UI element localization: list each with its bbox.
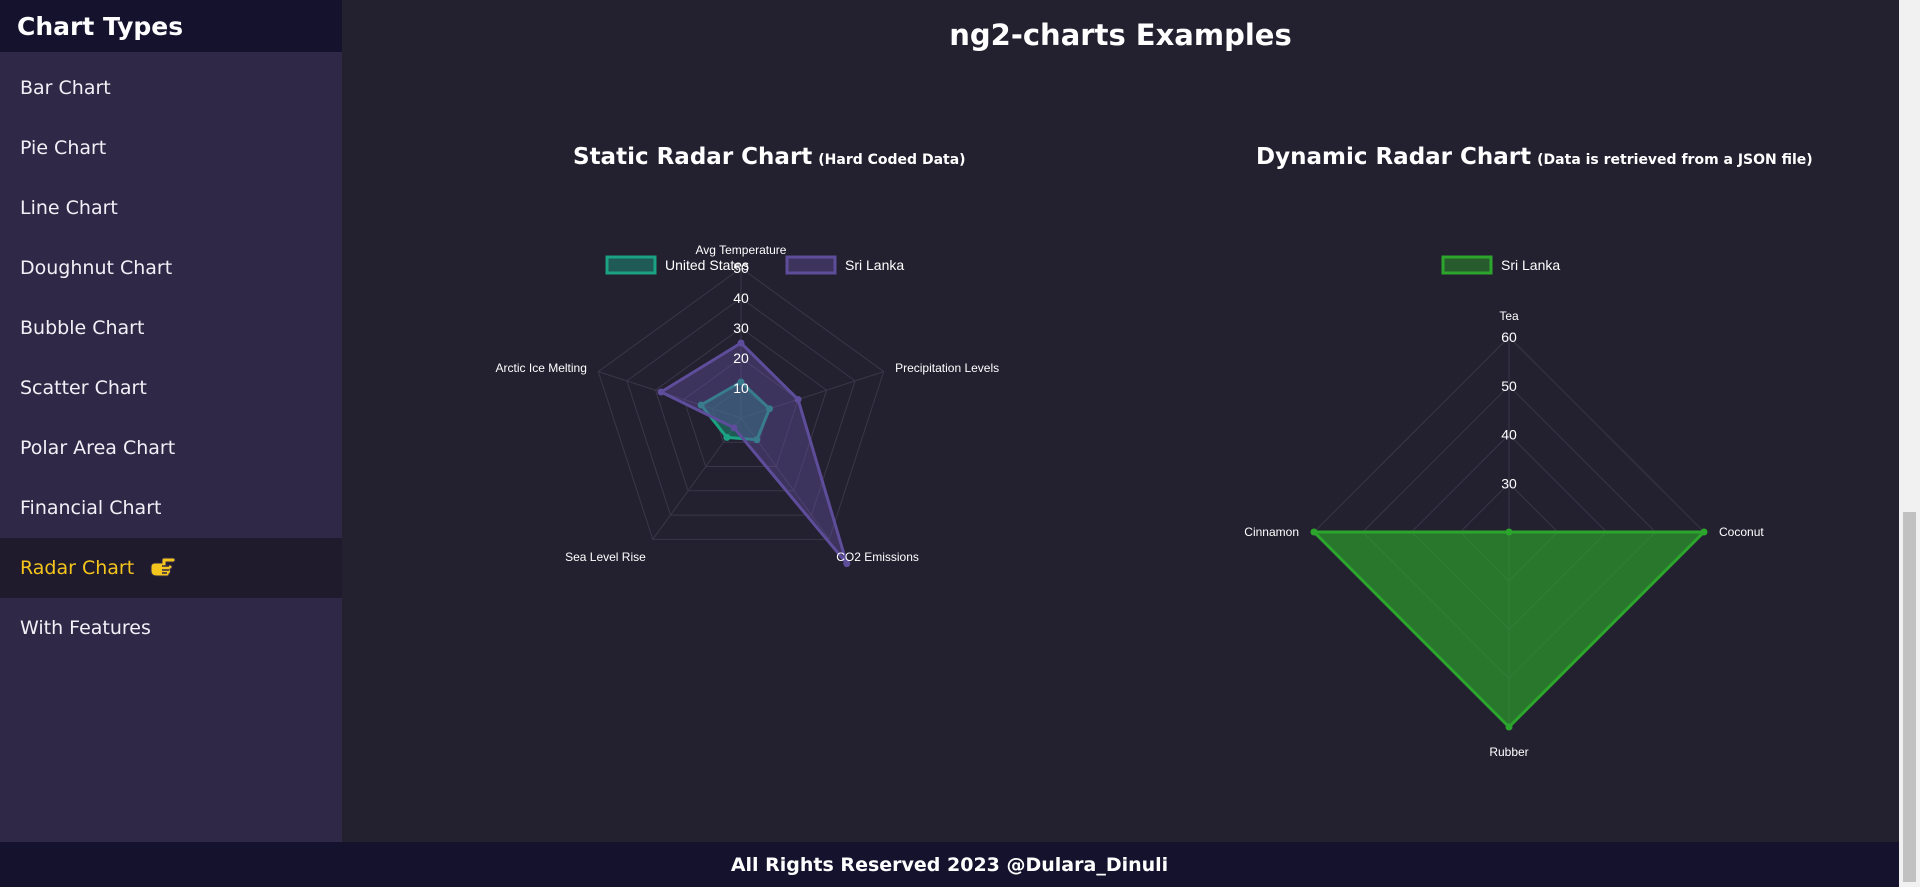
data-point [723, 433, 731, 441]
axis-point-label: Arctic Ice Melting [496, 361, 587, 375]
sidebar-item-label: Bubble Chart [20, 317, 145, 339]
static-chart-title: Static Radar Chart [573, 144, 813, 170]
sidebar-nav: Bar Chart Pie Chart Line Chart Doughnut Cha… [0, 58, 342, 658]
legend-swatch [605, 255, 657, 275]
sidebar-item-label: Financial Chart [20, 497, 162, 519]
legend-item[interactable]: United States [605, 255, 749, 275]
radial-tick-label: 30 [1501, 475, 1517, 491]
sidebar-item-bubble-chart[interactable]: Bubble Chart [0, 298, 342, 358]
sidebar-item-radar-chart[interactable]: Radar Chart [0, 538, 342, 598]
sidebar-item-label: Line Chart [20, 197, 118, 219]
radar-grid-ring [626, 297, 856, 516]
radial-tick-label: 20 [733, 350, 749, 366]
dynamic-chart-title: Dynamic Radar Chart [1256, 144, 1532, 170]
legend-item[interactable]: Sri Lanka [1441, 255, 1560, 275]
axis-point-label: Precipitation Levels [895, 361, 999, 375]
sidebar-item-polar-area-chart[interactable]: Polar Area Chart [0, 418, 342, 478]
static-chart-subtitle: (Hard Coded Data) [818, 152, 966, 168]
radial-tick-label: 30 [733, 320, 749, 336]
sidebar-item-label: Doughnut Chart [20, 257, 173, 279]
sidebar-item-pie-chart[interactable]: Pie Chart [0, 118, 342, 178]
axis-point-label: Rubber [1489, 745, 1528, 759]
radial-tick-label: 10 [733, 380, 749, 396]
data-point [737, 339, 745, 347]
axis-point-label: Coconut [1719, 525, 1764, 539]
radar-grid-ring [654, 327, 828, 492]
data-point [1700, 528, 1708, 536]
sidebar-item-with-features[interactable]: With Features [0, 598, 342, 658]
data-point [794, 396, 802, 403]
sidebar-item-label: Bar Chart [20, 77, 111, 99]
data-point [1505, 723, 1513, 731]
legend-label: Sri Lanka [1501, 257, 1560, 273]
sidebar-item-label: Pie Chart [20, 137, 107, 159]
radial-tick-label: 50 [1501, 378, 1517, 394]
axis-point-label: Cinnamon [1244, 525, 1299, 539]
series-area [1312, 530, 1706, 729]
sidebar-item-label: Polar Area Chart [20, 437, 176, 459]
sidebar: Chart Types Bar Chart Pie Chart Line Chart… [0, 0, 342, 842]
scrollbar-track[interactable] [1899, 0, 1920, 887]
radial-tick-label: 40 [1501, 427, 1517, 443]
radar-spoke [740, 371, 884, 419]
radar-grid-ring [597, 267, 885, 540]
axis-point-label: CO2 Emissions [836, 550, 919, 564]
dynamic-chart-subtitle: (Data is retrieved from a JSON file) [1537, 152, 1813, 168]
radar-grid-ring [683, 357, 799, 467]
sidebar-item-label: With Features [20, 617, 151, 639]
dynamic-chart-heading: Dynamic Radar Chart (Data is retrieved fr… [1256, 144, 1813, 170]
data-point [697, 401, 705, 409]
series-0 [1310, 528, 1708, 731]
sidebar-header: Chart Types [0, 0, 342, 52]
data-point [766, 405, 773, 413]
axis-point-label: Sea Level Rise [565, 550, 646, 564]
dynamic-radar-chart: Sri Lanka 30 40 50 60 Tea Coconut Rubber Cinnamo… [1244, 255, 1764, 759]
series-1 [657, 339, 851, 568]
axis-point-label: Tea [1499, 309, 1519, 323]
data-point [737, 378, 745, 386]
legend-swatch [1441, 255, 1493, 275]
sidebar-item-scatter-chart[interactable]: Scatter Chart [0, 358, 342, 418]
legend-item[interactable]: Sri Lanka [785, 255, 904, 275]
radial-tick-label: 60 [1501, 329, 1517, 345]
data-point [1505, 528, 1513, 536]
footer: All Rights Reserved 2023 @Dulara_Dinuli [0, 842, 1899, 887]
data-point [1310, 528, 1318, 536]
footer-text: All Rights Reserved 2023 @Dulara_Dinuli [730, 853, 1169, 876]
pointing-hand-icon [150, 557, 176, 577]
sidebar-item-label: Radar Chart [20, 557, 135, 579]
chart-legend: Sri Lanka [1441, 255, 1560, 275]
static-chart-heading: Static Radar Chart (Hard Coded Data) [573, 144, 966, 170]
radial-tick-label: 40 [733, 290, 749, 306]
sidebar-title: Chart Types [17, 11, 184, 41]
sidebar-item-doughnut-chart[interactable]: Doughnut Chart [0, 238, 342, 298]
sidebar-item-bar-chart[interactable]: Bar Chart [0, 58, 342, 118]
data-point [657, 388, 665, 396]
series-area [659, 341, 849, 566]
legend-swatch [785, 255, 837, 275]
axis-point-label: Avg Temperature [696, 243, 787, 257]
data-point [843, 560, 851, 568]
sidebar-item-line-chart[interactable]: Line Chart [0, 178, 342, 238]
legend-label: United States [665, 257, 749, 273]
scrollbar-thumb[interactable] [1903, 512, 1916, 882]
legend-label: Sri Lanka [845, 257, 904, 273]
page-title: ng2-charts Examples [949, 18, 1292, 52]
sidebar-item-label: Scatter Chart [20, 377, 147, 399]
data-point [753, 436, 761, 444]
sidebar-item-financial-chart[interactable]: Financial Chart [0, 478, 342, 538]
chart-legend: United States Sri Lanka [605, 255, 904, 275]
static-radar-chart: United States Sri Lanka 10 20 30 40 50 Avg Temp… [496, 243, 999, 568]
data-point [730, 424, 738, 432]
radial-tick-label: 50 [733, 260, 749, 276]
